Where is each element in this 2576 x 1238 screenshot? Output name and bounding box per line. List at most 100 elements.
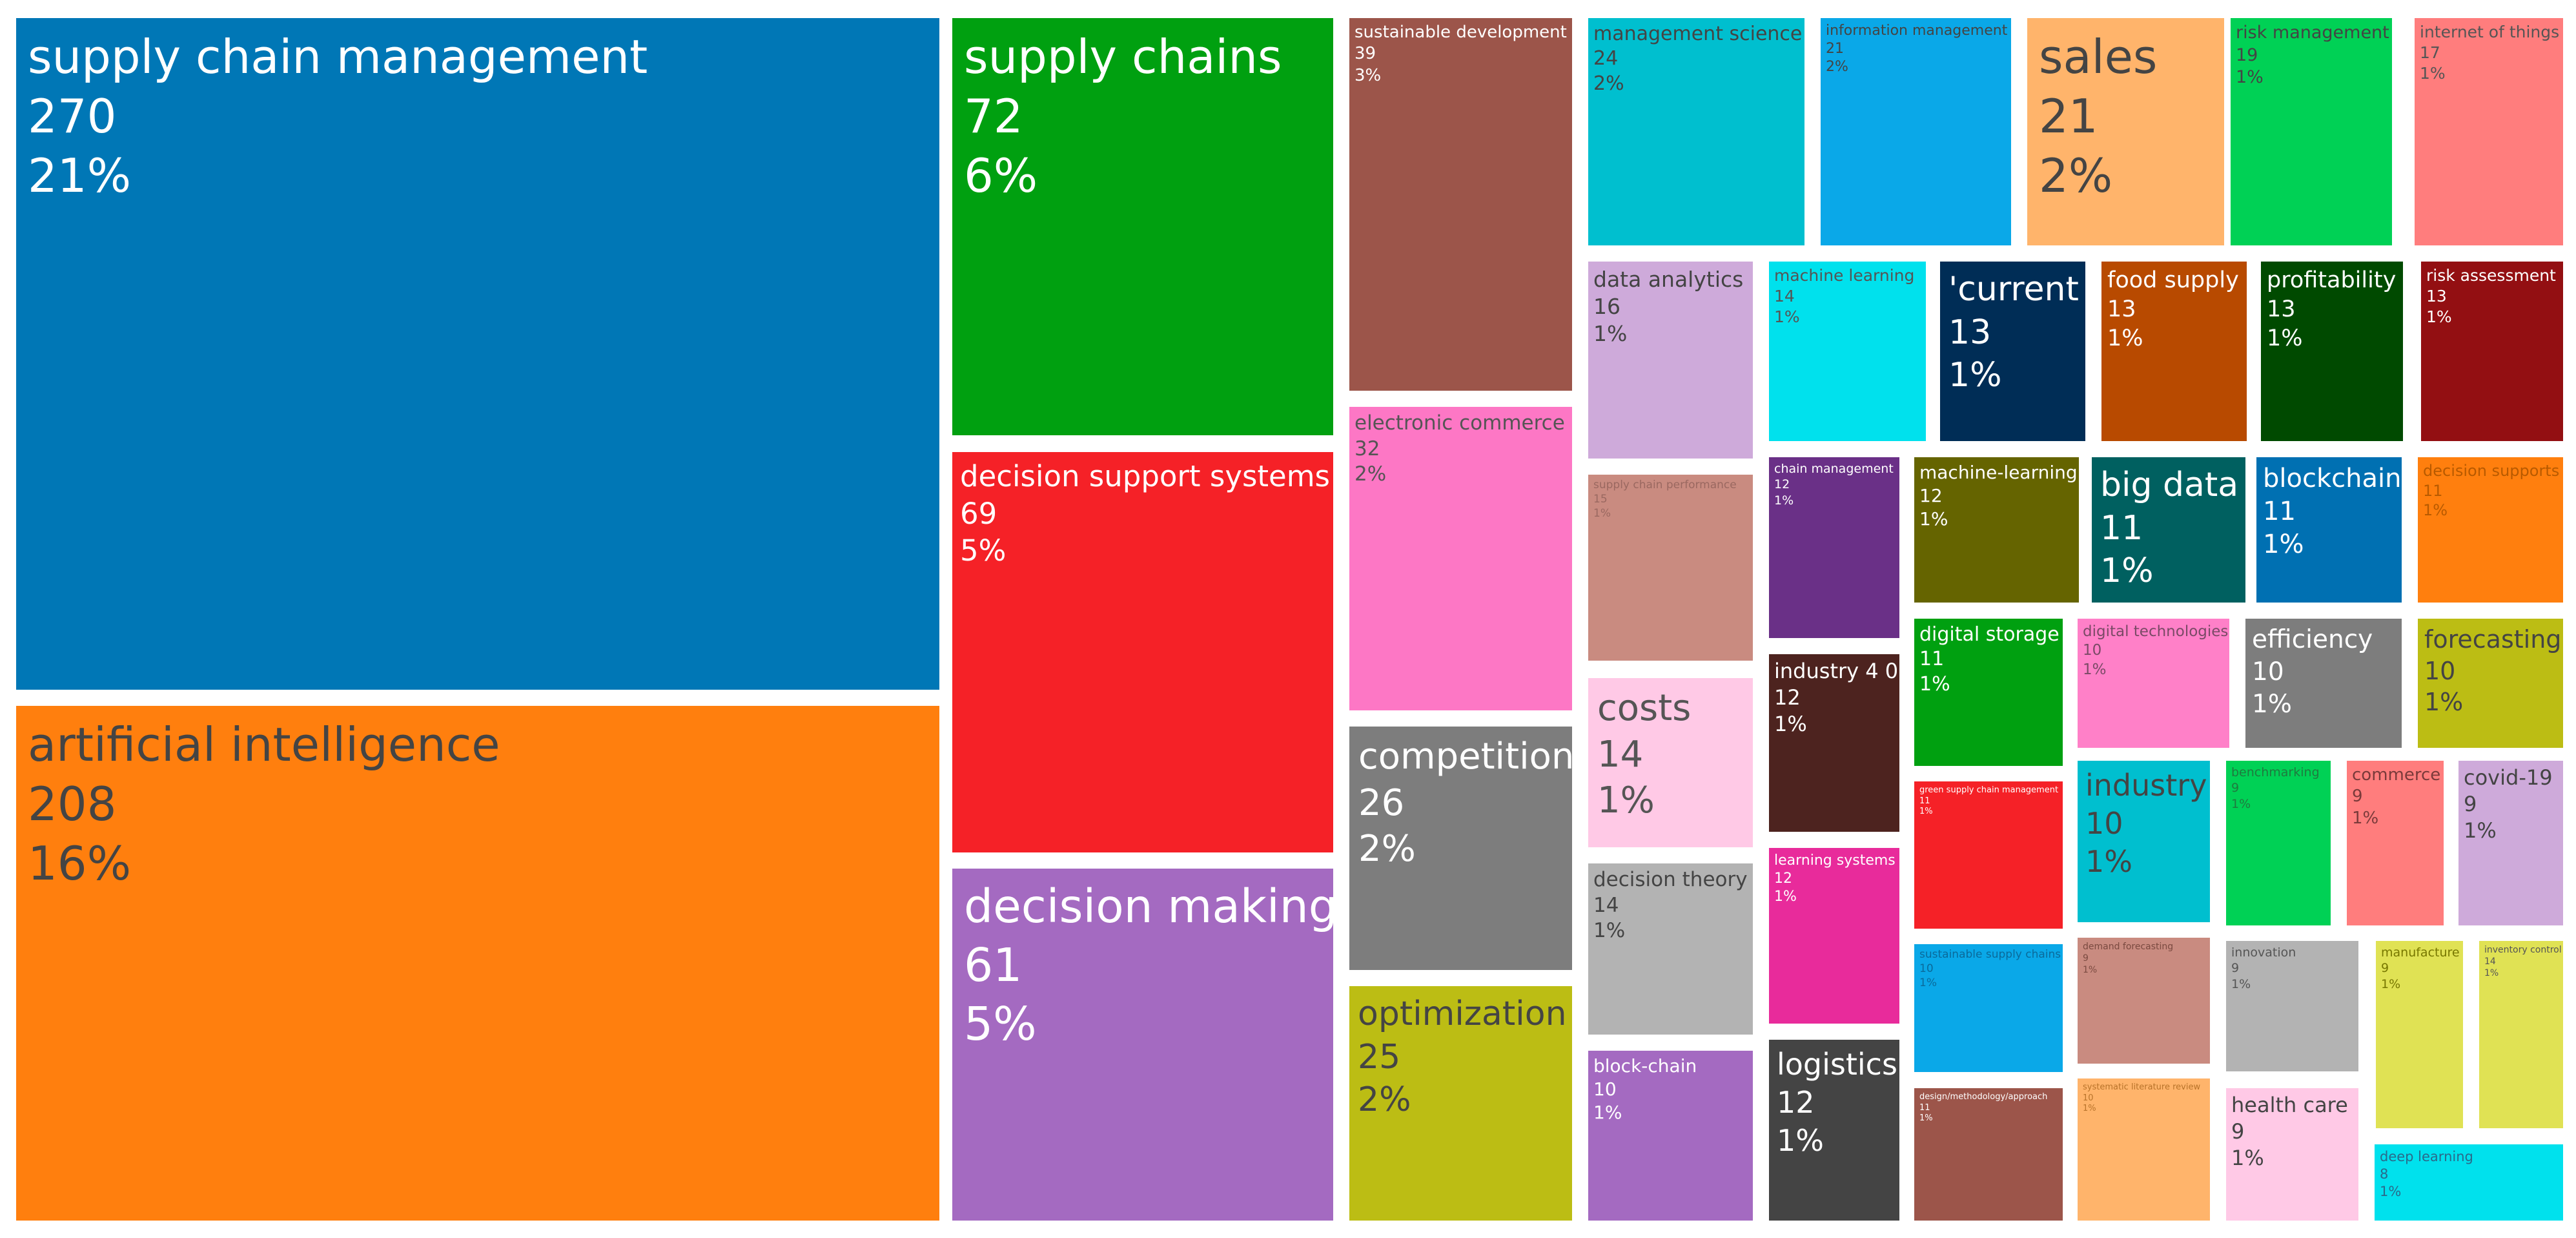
tile-value: 270 — [28, 89, 117, 144]
tile-value: 9 — [2231, 961, 2240, 976]
tile-label: demand forecasting — [2083, 942, 2174, 952]
treemap-tile[interactable]: digital technologies 10 1% — [2078, 619, 2229, 748]
tile-percent: 2% — [2039, 149, 2113, 203]
treemap-tile[interactable]: logistics 12 1% — [1769, 1040, 1899, 1221]
treemap-tile[interactable]: internet of things 17 1% — [2415, 18, 2563, 245]
tile-percent: 1% — [2231, 1145, 2264, 1170]
treemap-tile[interactable]: industry 10 1% — [2078, 761, 2210, 922]
tile-label: forecasting — [2424, 625, 2562, 654]
tile-value: 9 — [2381, 961, 2389, 976]
treemap-tile[interactable]: covid-19 9 1% — [2458, 761, 2563, 925]
treemap-tile[interactable]: costs 14 1% — [1588, 678, 1753, 847]
tile-value: 72 — [964, 89, 1023, 144]
treemap-tile[interactable]: profitability 13 1% — [2261, 262, 2403, 441]
treemap-tile[interactable]: benchmarking 9 1% — [2226, 761, 2331, 925]
treemap-tile[interactable]: supply chain management 270 21% — [16, 18, 939, 690]
tile-label: profitability — [2267, 267, 2397, 293]
treemap-tile[interactable]: sustainable supply chains 10 1% — [1914, 944, 2063, 1072]
tile-value: 14 — [1593, 893, 1619, 917]
treemap-tile[interactable]: 'current 13 1% — [1940, 262, 2085, 441]
tile-label: innovation — [2231, 945, 2296, 960]
tile-percent: 1% — [2083, 661, 2107, 678]
tile-label-group: systematic literature review 10 1% — [2083, 1082, 2200, 1115]
treemap-tile[interactable]: risk management 19 1% — [2231, 18, 2392, 245]
treemap-tile[interactable]: deep learning 8 1% — [2375, 1144, 2563, 1221]
treemap-tile[interactable]: manufacture 9 1% — [2376, 941, 2463, 1128]
tile-label: efficiency — [2252, 625, 2373, 654]
treemap-tile[interactable]: learning systems 12 1% — [1769, 848, 1899, 1024]
treemap-tile[interactable]: sustainable development 39 3% — [1349, 18, 1572, 391]
treemap-tile[interactable]: optimization 25 2% — [1349, 986, 1572, 1221]
tile-label: big data — [2100, 466, 2239, 504]
tile-label: systematic literature review — [2083, 1082, 2201, 1092]
treemap-tile[interactable]: information management 21 2% — [1821, 18, 2011, 245]
tile-label-group: supply chain performance 15 1% — [1593, 479, 1737, 521]
tile-label-group: optimization 25 2% — [1358, 993, 1567, 1122]
tile-percent: 1% — [2420, 64, 2446, 83]
treemap-tile[interactable]: inventory control 14 1% — [2479, 941, 2563, 1128]
tile-percent: 1% — [1919, 672, 1950, 696]
treemap-tile[interactable]: block-chain 10 1% — [1588, 1051, 1753, 1221]
treemap-tile[interactable]: machine learning 14 1% — [1769, 262, 1926, 441]
tile-value: 26 — [1358, 781, 1405, 824]
tile-value: 14 — [1774, 287, 1795, 305]
treemap-tile[interactable]: systematic literature review 10 1% — [2078, 1078, 2210, 1221]
tile-label: supply chain performance — [1593, 479, 1737, 491]
tile-label: electronic commerce — [1354, 411, 1565, 435]
treemap-tile[interactable]: supply chains 72 6% — [952, 18, 1333, 435]
tile-value: 61 — [964, 938, 1023, 992]
treemap-tile[interactable]: green supply chain management 11 1% — [1914, 781, 2063, 929]
treemap-tile[interactable]: data analytics 16 1% — [1588, 262, 1753, 459]
tile-label-group: efficiency 10 1% — [2252, 624, 2373, 721]
treemap-tile[interactable]: supply chain performance 15 1% — [1588, 475, 1753, 661]
treemap-tile[interactable]: digital storage 11 1% — [1914, 619, 2063, 766]
tile-label: supply chain management — [28, 30, 648, 84]
treemap-tile[interactable]: demand forecasting 9 1% — [2078, 938, 2210, 1064]
treemap-tile[interactable]: competition 26 2% — [1349, 727, 1572, 970]
treemap-tile[interactable]: big data 11 1% — [2092, 457, 2245, 603]
tile-percent: 1% — [2083, 964, 2098, 975]
tile-value: 208 — [28, 777, 117, 832]
tile-value: 10 — [2252, 657, 2284, 686]
tile-label-group: forecasting 10 1% — [2424, 624, 2561, 718]
tile-percent: 1% — [1948, 356, 2002, 395]
treemap-tile[interactable]: commerce 9 1% — [2347, 761, 2444, 925]
treemap-tile[interactable]: sales 21 2% — [2027, 18, 2224, 245]
treemap-tile[interactable]: industry 4 0 12 1% — [1769, 654, 1899, 832]
treemap-tile[interactable]: forecasting 10 1% — [2418, 619, 2563, 748]
treemap-tile[interactable]: management science 24 2% — [1588, 18, 1804, 245]
tile-value: 12 — [1774, 477, 1790, 492]
treemap-tile[interactable]: artificial intelligence 208 16% — [16, 706, 939, 1221]
treemap-tile[interactable]: design/methodology/approach 11 1% — [1914, 1088, 2063, 1221]
tile-percent: 2% — [1593, 72, 1624, 95]
treemap-tile[interactable]: decision support systems 69 5% — [952, 452, 1333, 852]
treemap-tile[interactable]: machine-learning 12 1% — [1914, 457, 2079, 603]
treemap-tile[interactable]: decision theory 14 1% — [1588, 863, 1753, 1035]
tile-label-group: food supply 13 1% — [2107, 266, 2239, 353]
tile-percent: 1% — [1597, 779, 1655, 822]
treemap-tile[interactable]: decision making 61 5% — [952, 869, 1333, 1221]
tile-label: data analytics — [1593, 267, 1744, 292]
treemap-tile[interactable]: blockchain 11 1% — [2256, 457, 2402, 603]
treemap-tile[interactable]: efficiency 10 1% — [2245, 619, 2402, 748]
tile-percent: 2% — [1354, 462, 1387, 486]
treemap-tile[interactable]: innovation 9 1% — [2226, 941, 2358, 1071]
treemap-tile[interactable]: electronic commerce 32 2% — [1349, 407, 1572, 710]
tile-value: 9 — [2352, 787, 2363, 807]
tile-value: 13 — [1948, 313, 1992, 352]
tile-label: digital technologies — [2083, 623, 2229, 640]
treemap-tile[interactable]: food supply 13 1% — [2101, 262, 2247, 441]
tile-label-group: machine-learning 12 1% — [1919, 461, 2078, 530]
tile-percent: 1% — [2252, 689, 2292, 719]
tile-value: 9 — [2083, 953, 2089, 964]
tile-percent: 1% — [2236, 67, 2264, 88]
treemap-tile[interactable]: health care 9 1% — [2226, 1088, 2358, 1221]
tile-label-group: supply chains 72 6% — [964, 27, 1282, 205]
tile-label: chain management — [1774, 462, 1894, 476]
tile-label: industry 4 0 — [1774, 659, 1899, 683]
treemap-tile[interactable]: chain management 12 1% — [1769, 457, 1899, 638]
tile-value: 13 — [2267, 296, 2296, 322]
treemap-tile[interactable]: risk assessment 13 1% — [2421, 262, 2563, 441]
tile-label-group: green supply chain management 11 1% — [1919, 785, 2058, 818]
treemap-tile[interactable]: decision supports 11 1% — [2418, 457, 2563, 603]
